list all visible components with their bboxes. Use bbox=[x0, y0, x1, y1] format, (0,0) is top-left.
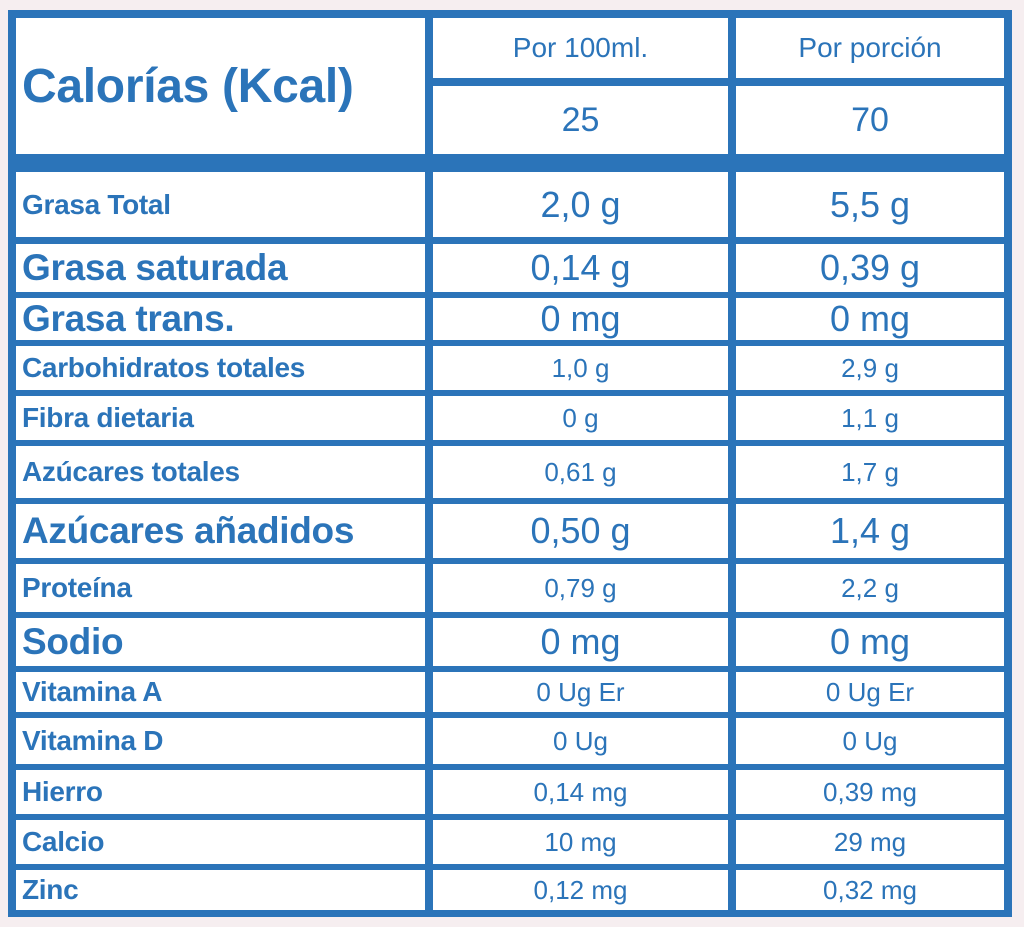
nutrient-label: Azúcares totales bbox=[16, 446, 425, 498]
nutrient-label: Vitamina D bbox=[16, 718, 425, 764]
nutrient-value: 2,2 g bbox=[736, 564, 1004, 612]
nutrient-value: 0,32 mg bbox=[736, 870, 1004, 910]
nutrient-label: Hierro bbox=[16, 770, 425, 814]
nutrient-value: 0,39 mg bbox=[736, 770, 1004, 814]
nutrient-label: Vitamina A bbox=[16, 672, 425, 712]
nutrient-value: 0 Ug bbox=[433, 718, 728, 764]
nutrient-value: 2,9 g bbox=[736, 346, 1004, 390]
nutrient-label: Fibra dietaria bbox=[16, 396, 425, 440]
nutrient-label: Azúcares añadidos bbox=[16, 504, 425, 558]
nutrient-value: 0 mg bbox=[736, 618, 1004, 666]
calories-label: Calorías (Kcal) bbox=[16, 18, 425, 154]
nutrient-value: 5,5 g bbox=[736, 172, 1004, 237]
column-header: Por 100ml. bbox=[433, 18, 728, 78]
nutrient-value: 0 Ug bbox=[736, 718, 1004, 764]
nutrient-label: Zinc bbox=[16, 870, 425, 910]
nutrient-label: Proteína bbox=[16, 564, 425, 612]
nutrient-value: 0 mg bbox=[433, 298, 728, 340]
column-header: Por porción bbox=[736, 18, 1004, 78]
nutrient-value: 0 mg bbox=[736, 298, 1004, 340]
nutrient-value: 10 mg bbox=[433, 820, 728, 864]
nutrient-label: Carbohidratos totales bbox=[16, 346, 425, 390]
calories-value: 25 bbox=[433, 86, 728, 154]
nutrient-value: 0 Ug Er bbox=[736, 672, 1004, 712]
nutrient-value: 0 Ug Er bbox=[433, 672, 728, 712]
nutrient-value: 0,79 g bbox=[433, 564, 728, 612]
nutrient-value: 1,0 g bbox=[433, 346, 728, 390]
nutrient-value: 1,7 g bbox=[736, 446, 1004, 498]
nutrient-value: 1,4 g bbox=[736, 504, 1004, 558]
nutrient-label: Grasa Total bbox=[16, 172, 425, 237]
nutrient-value: 29 mg bbox=[736, 820, 1004, 864]
nutrient-value: 2,0 g bbox=[433, 172, 728, 237]
nutrient-label: Grasa trans. bbox=[16, 298, 425, 340]
nutrient-value: 0,14 g bbox=[433, 244, 728, 292]
nutrient-value: 0 g bbox=[433, 396, 728, 440]
nutrient-value: 0 mg bbox=[433, 618, 728, 666]
nutrient-label: Grasa saturada bbox=[16, 244, 425, 292]
nutrient-value: 1,1 g bbox=[736, 396, 1004, 440]
nutrition-table: Calorías (Kcal) Por 100ml. 25 Por porción 70… bbox=[8, 10, 1012, 917]
nutrient-label: Calcio bbox=[16, 820, 425, 864]
nutrient-value: 0,14 mg bbox=[433, 770, 728, 814]
nutrient-label: Sodio bbox=[16, 618, 425, 666]
nutrient-value: 0,61 g bbox=[433, 446, 728, 498]
nutrient-value: 0,12 mg bbox=[433, 870, 728, 910]
calories-value: 70 bbox=[736, 86, 1004, 154]
nutrient-value: 0,39 g bbox=[736, 244, 1004, 292]
nutrient-value: 0,50 g bbox=[433, 504, 728, 558]
